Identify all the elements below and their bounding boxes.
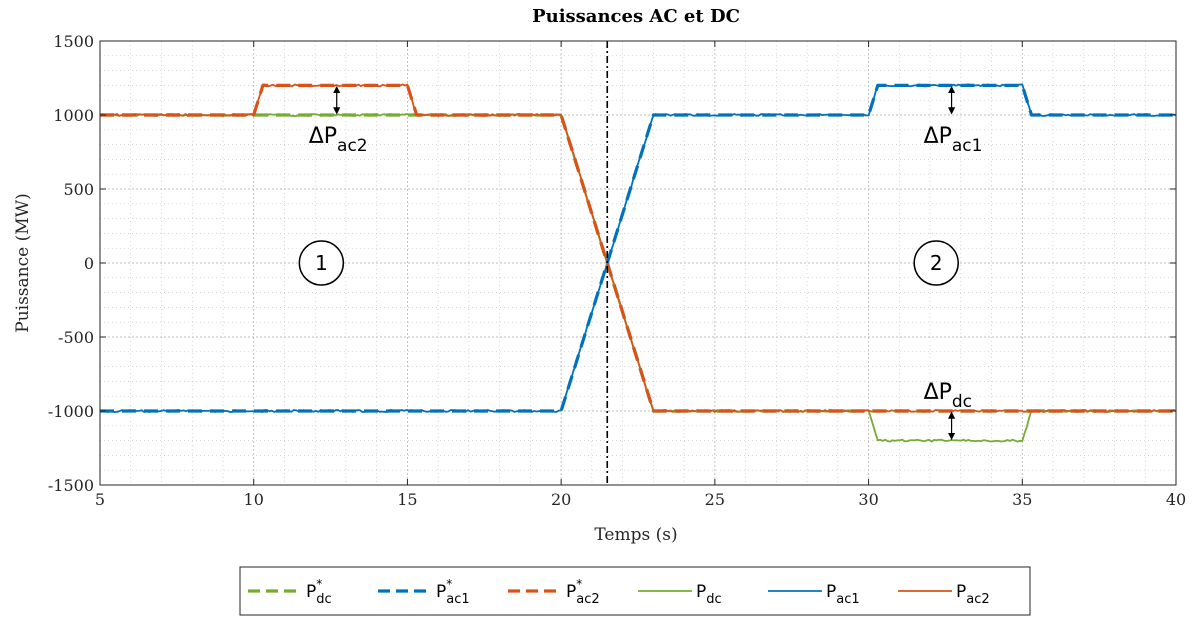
y-tick-label: -1000 xyxy=(48,402,94,421)
x-tick-label: 25 xyxy=(705,490,725,509)
delta-label-main: ΔP xyxy=(924,380,952,405)
y-ticks: -1500 -1000 -500 0 500 1000 1500 xyxy=(48,32,1176,495)
x-tick-label: 35 xyxy=(1012,490,1032,509)
x-tick-label: 10 xyxy=(244,490,264,509)
delta-label-sub: ac1 xyxy=(952,136,983,156)
legend-label: P* ac1 xyxy=(436,577,470,607)
y-tick-label: 500 xyxy=(63,180,94,199)
chart-title: Puissances AC et DC xyxy=(532,6,740,27)
y-tick-label: 0 xyxy=(84,254,94,273)
x-tick-label: 40 xyxy=(1166,490,1186,509)
delta-label-main: ΔP xyxy=(309,124,337,149)
series-line-pref-ac1 xyxy=(100,83,1176,413)
legend-label: Pac2 xyxy=(956,582,990,607)
x-axis-title: Temps (s) xyxy=(594,525,677,545)
delta-label: ΔPac2 xyxy=(309,124,368,156)
major-grid xyxy=(99,40,1177,486)
series-line-pref-ac2 xyxy=(100,83,1176,413)
x-ticks: 5 10 15 20 25 30 35 40 xyxy=(95,41,1186,509)
series-line-pac2 xyxy=(99,83,1177,413)
legend-label: P* ac2 xyxy=(566,577,600,607)
delta-label-sub: ac2 xyxy=(337,136,368,156)
region-marker-label: 2 xyxy=(930,251,943,275)
region-marker-circle xyxy=(913,240,959,286)
y-tick-label: -500 xyxy=(58,328,94,347)
y-axis-title: Puissance (MW) xyxy=(13,193,33,333)
region-marker-circle xyxy=(298,240,345,286)
x-tick-label: 5 xyxy=(95,490,105,509)
x-tick-label: 15 xyxy=(397,490,417,509)
region-marker-label: 1 xyxy=(315,251,328,275)
delta-label-sub: dc xyxy=(952,392,972,412)
delta-label: ΔPdc xyxy=(924,380,972,412)
y-tick-label: 1500 xyxy=(53,32,94,51)
delta-label: ΔPac1 xyxy=(924,124,983,156)
y-tick-label: 1000 xyxy=(53,106,94,125)
legend-label: Pac1 xyxy=(826,582,860,607)
legend-label: Pdc xyxy=(696,582,722,607)
x-tick-label: 30 xyxy=(858,490,878,509)
legend-label: P* dc xyxy=(306,577,332,607)
y-tick-label: -1500 xyxy=(48,476,94,495)
delta-label-main: ΔP xyxy=(924,124,952,149)
legend: P* dc P* ac1 P* ac2 Pdc Pac1 Pac2 xyxy=(239,566,1031,616)
x-tick-label: 20 xyxy=(551,490,571,509)
